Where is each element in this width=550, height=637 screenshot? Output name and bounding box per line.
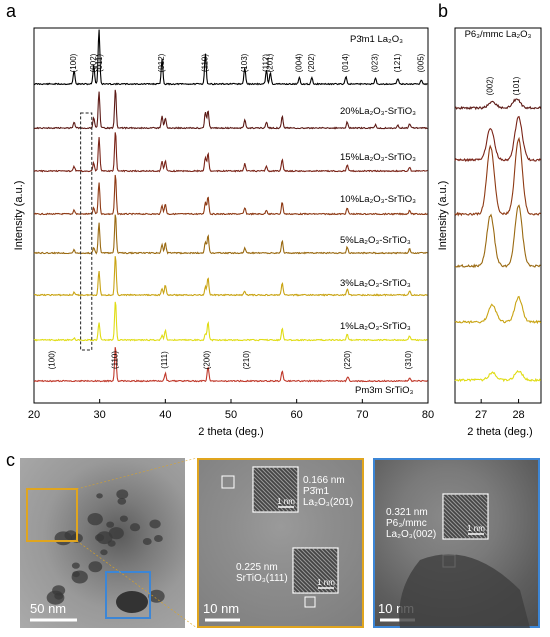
plot-frame-b [454,27,542,404]
la2o3-peak-label-9: (202) [307,53,316,72]
series-line-5 [33,256,428,297]
la2o3-peak-label-4: (110) [200,54,209,72]
tem-panel-zoom-blue [373,458,540,628]
srtio3-peak-label-5: (220) [343,350,352,369]
x-tick-label-b-0: 27 [475,409,487,421]
srtio3-peak-label-6: (310) [404,350,413,369]
series-label-6: 1%La₂O₃-SrTiO₃ [340,321,411,332]
series-label-3: 10%La₂O₃-SrTiO₃ [340,194,416,205]
chart-a: a P3̄m1 La₂O₃ 20%La₂O₃-SrTiO₃ 15%La₂O₃-SrTi… [6,1,542,438]
srtio3-peak-label-3: (200) [202,350,211,369]
la2o3-peak-label-8: (004) [294,53,303,72]
la2o3-peak-label-5: (103) [240,53,249,72]
series-label-1: 20%La₂O₃-SrTiO₃ [340,106,416,117]
series-line-4 [33,214,428,255]
la2o3-peak-label-3: (012) [157,53,166,72]
x-tick-label-a-0: 20 [28,409,40,421]
series-label-5: 3%La₂O₃-SrTiO₃ [340,278,411,289]
la2o3-peak-label-7: (201) [266,53,275,72]
series-line-b-0 [454,98,542,111]
series-line-0 [33,29,428,86]
panel-label-b: b [438,1,448,21]
tem-panel-overview [20,458,185,628]
y-axis-title-a: Intensity (a.u.) [13,181,25,251]
srtio3-peak-label-0: (100) [47,350,56,369]
panel-label-a: a [6,1,17,21]
chart-b-title: P6₃/mmc La₂O₃ [465,29,532,40]
srtio3-peak-label-1: (110) [111,351,120,369]
x-tick-label-a-4: 60 [291,409,303,421]
x-tick-label-b-1: 28 [512,409,524,421]
series-line-3 [34,174,428,216]
x-tick-label-a-1: 30 [94,409,106,421]
series-label-7: Pm3m SrTiO₃ [355,385,414,396]
la2o3-peak-label-11: (023) [371,53,380,72]
la2o3-peak-label-0: (100) [69,53,78,72]
panel-label-c: c [6,450,15,470]
x-axis-title-b: 2 theta (deg.) [467,426,532,438]
la2o3-peak-label-13: (005) [417,53,426,72]
srtio3-peak-label-4: (210) [242,350,251,369]
la2o3-peak-label-6: (112) [262,54,271,72]
highlight-box [80,112,93,351]
x-tick-label-a-5: 70 [356,409,368,421]
la2o3-peak-label-1: (002) [89,53,98,72]
series-line-7 [33,347,428,383]
series-line-b-4 [454,295,542,325]
series-line-b-5 [454,369,542,383]
series-label-2: 15%La₂O₃-SrTiO₃ [340,152,416,163]
tem-panel-zoom-orange [197,458,364,628]
peak-label-b-1: (101) [512,76,521,95]
x-tick-label-a-6: 80 [422,409,434,421]
series-line-b-1 [454,115,542,163]
x-axis-title-a: 2 theta (deg.) [198,426,263,438]
x-tick-label-a-3: 50 [225,409,237,421]
series-line-2 [33,132,428,173]
la2o3-peak-label-10: (014) [341,53,350,72]
la2o3-peak-label-12: (121) [393,53,402,72]
la2o3-peak-label-2: (011) [95,54,104,72]
series-line-1 [33,89,428,130]
series-label-0: P3̄m1 La₂O₃ [350,34,403,45]
srtio3-peak-label-2: (111) [160,351,169,369]
series-line-b-2 [454,136,541,217]
series-label-4: 5%La₂O₃-SrTiO₃ [340,235,411,246]
x-tick-label-a-2: 40 [159,409,171,421]
series-line-b-3 [454,204,541,269]
series-line-6 [33,301,428,342]
peak-label-b-0: (002) [486,76,495,95]
y-axis-title-b: Intensity (a.u.) [437,181,449,251]
